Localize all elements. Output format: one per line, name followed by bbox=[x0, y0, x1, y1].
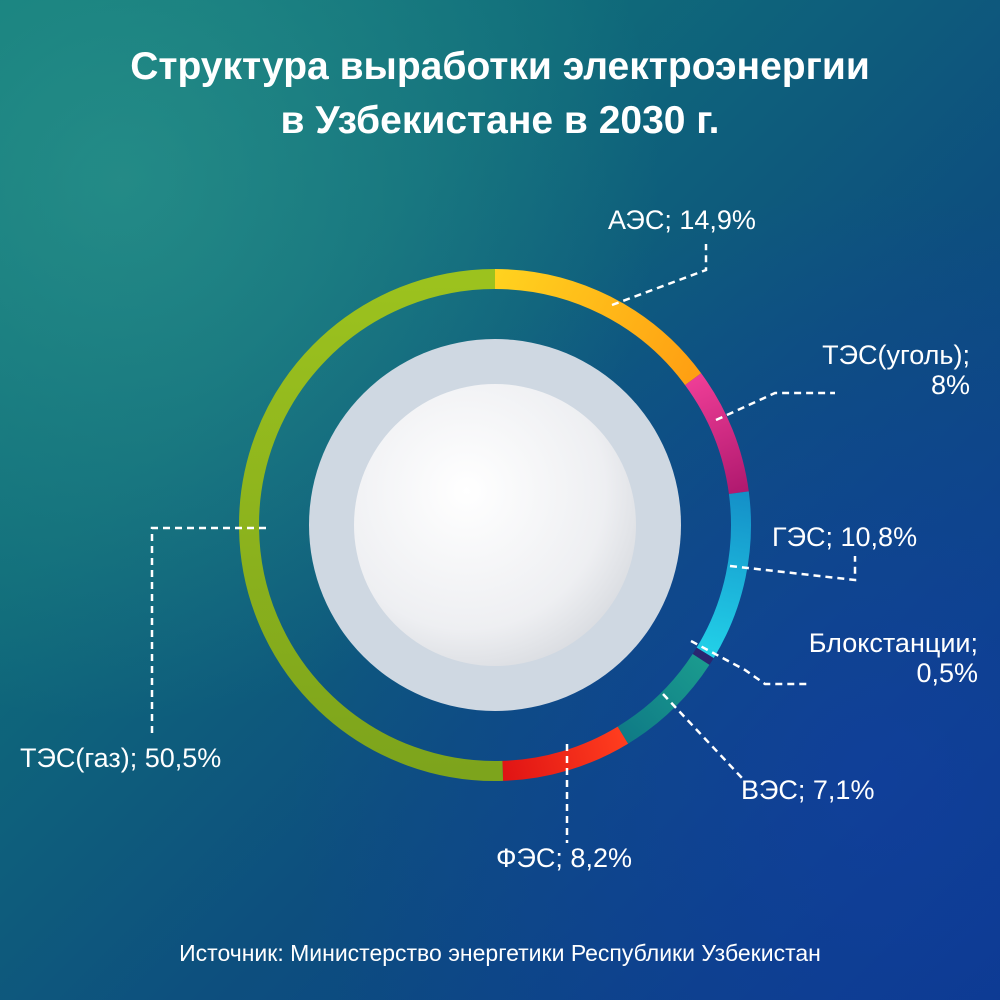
donut-segment-0 bbox=[494, 269, 702, 386]
label-fes: ФЭС; 8,2% bbox=[496, 843, 632, 873]
leader-line-0 bbox=[611, 244, 708, 307]
title-line-2: в Узбекистане в 2030 г. bbox=[280, 99, 720, 142]
label-ves: ВЭС; 7,1% bbox=[741, 775, 875, 805]
leader-line-6 bbox=[150, 526, 266, 738]
donut-segment-1 bbox=[684, 373, 749, 495]
label-tes-coal-line2: 8% bbox=[930, 370, 970, 400]
label-aes: АЭС; 14,9% bbox=[608, 205, 756, 235]
label-tes-coal: ТЭС(уголь); 8% bbox=[750, 340, 970, 400]
label-blockstations-line1: Блокстанции; bbox=[808, 628, 978, 658]
label-tes-gas: ТЭС(газ); 50,5% bbox=[20, 743, 222, 773]
leader-line-3 bbox=[690, 639, 808, 686]
label-blockstations-line2: 0,5% bbox=[916, 658, 978, 688]
donut-segment-3 bbox=[692, 647, 714, 665]
leader-line-2 bbox=[729, 556, 857, 582]
label-blockstations: Блокстанции; 0,5% bbox=[738, 628, 978, 688]
donut-segment-5 bbox=[502, 726, 629, 781]
donut-segment-2 bbox=[696, 491, 751, 659]
source-note: Источник: Министерство энергетики Респуб… bbox=[179, 940, 821, 966]
label-tes-coal-line1: ТЭС(уголь); bbox=[822, 340, 970, 370]
label-ges: ГЭС; 10,8% bbox=[772, 522, 918, 552]
chart-title: Структура выработки электроэнергии в Узб… bbox=[0, 40, 1000, 148]
leader-line-4 bbox=[662, 693, 743, 779]
leader-line-1 bbox=[715, 391, 835, 422]
donut-segment-4 bbox=[617, 653, 710, 744]
leader-lines bbox=[150, 244, 857, 843]
inner-white-disc bbox=[354, 384, 636, 666]
title-line-1: Структура выработки электроэнергии bbox=[130, 45, 870, 88]
